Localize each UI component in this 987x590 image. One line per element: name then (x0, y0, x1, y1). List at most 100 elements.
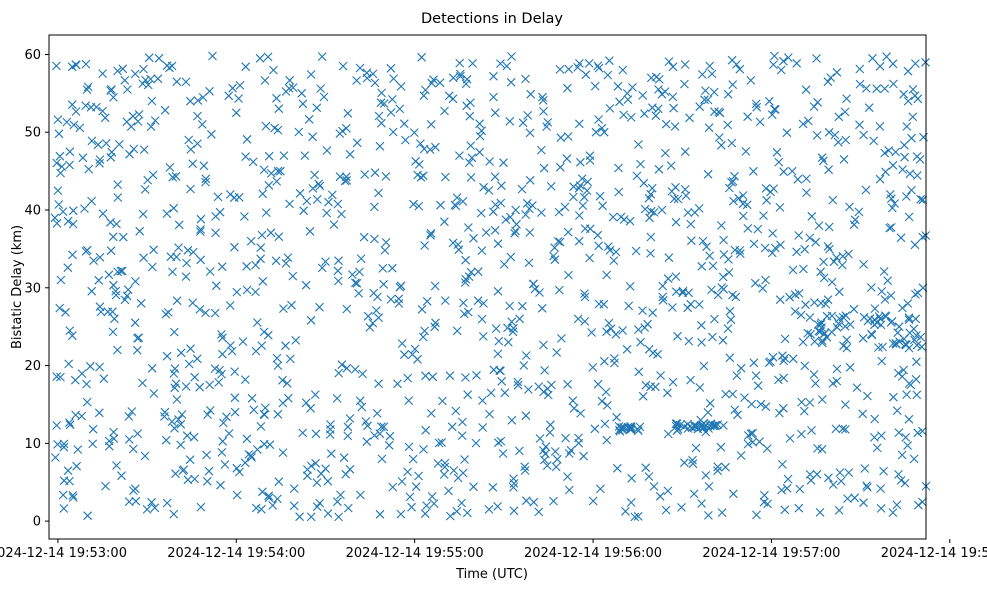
data-point (127, 407, 137, 416)
data-point (694, 300, 704, 309)
data-point (219, 418, 228, 428)
data-point (87, 136, 97, 146)
data-point (639, 178, 649, 188)
data-point (912, 390, 922, 400)
data-point (259, 327, 269, 337)
data-point (701, 471, 711, 480)
data-point (790, 290, 800, 300)
data-point (226, 341, 235, 350)
data-point (430, 322, 440, 332)
data-point (98, 106, 107, 116)
data-point (699, 361, 709, 371)
y-tick-label: 60 (24, 48, 41, 63)
data-point (71, 410, 80, 420)
data-point (874, 343, 883, 352)
data-point (326, 449, 336, 459)
data-point (870, 433, 879, 442)
data-point (913, 428, 923, 438)
data-point (776, 65, 786, 75)
data-point (646, 249, 655, 258)
data-point (395, 104, 405, 114)
data-point (436, 200, 445, 210)
data-point (736, 363, 746, 373)
data-point (370, 234, 379, 244)
data-point (815, 508, 825, 517)
data-point (644, 344, 654, 354)
data-point (68, 493, 78, 502)
data-point (515, 314, 524, 324)
data-point (626, 113, 636, 122)
data-point (732, 371, 742, 380)
data-point (51, 453, 60, 462)
data-point (817, 153, 827, 163)
data-point (824, 222, 834, 232)
data-point (841, 400, 850, 409)
data-point (535, 288, 544, 297)
data-point (845, 320, 855, 329)
data-point (829, 257, 839, 267)
data-point (668, 303, 677, 312)
data-point (65, 326, 75, 335)
data-point (352, 138, 362, 148)
data-point (564, 449, 574, 458)
data-point (658, 292, 668, 302)
data-point (232, 287, 242, 297)
data-point (167, 417, 177, 426)
data-point (705, 251, 714, 261)
y-tick-label: 10 (24, 437, 41, 452)
data-point (817, 318, 826, 327)
data-point (52, 421, 62, 430)
data-point (485, 409, 494, 419)
data-point (825, 244, 834, 254)
data-point (653, 104, 663, 114)
data-point (904, 343, 914, 353)
data-point (396, 281, 406, 291)
data-point (595, 191, 605, 201)
data-point (680, 458, 689, 468)
data-point (174, 220, 184, 230)
data-point (297, 88, 307, 98)
data-point (186, 184, 195, 194)
data-point (908, 112, 918, 122)
data-point (810, 337, 820, 346)
data-point (539, 163, 549, 173)
data-point (909, 324, 919, 334)
data-point (602, 270, 612, 280)
data-point (602, 327, 611, 337)
data-point (473, 296, 483, 306)
data-point (240, 458, 250, 468)
data-point (85, 361, 95, 371)
data-point (724, 183, 734, 193)
data-point (564, 64, 574, 74)
data-point (207, 129, 216, 139)
data-point (106, 246, 116, 256)
data-point (185, 455, 195, 465)
data-point (569, 403, 579, 413)
data-point (256, 243, 266, 253)
data-point (377, 454, 387, 464)
data-point (356, 490, 365, 500)
data-point (556, 133, 566, 143)
data-point (858, 409, 868, 419)
data-point (918, 232, 928, 242)
data-point (100, 113, 110, 123)
data-point (169, 327, 179, 337)
data-point (708, 261, 718, 271)
data-point (306, 512, 316, 522)
data-point (59, 442, 69, 452)
data-point (285, 199, 294, 209)
data-point (337, 360, 347, 370)
data-point (225, 301, 235, 310)
data-point (67, 331, 77, 341)
data-point (499, 260, 509, 269)
data-point (677, 503, 686, 512)
data-point (798, 119, 808, 129)
data-point (358, 369, 367, 379)
data-point (58, 490, 68, 500)
data-point (463, 390, 473, 400)
data-point (272, 177, 282, 186)
data-point (880, 84, 890, 93)
data-point (99, 374, 109, 384)
data-point (506, 252, 516, 262)
data-point (902, 122, 912, 131)
